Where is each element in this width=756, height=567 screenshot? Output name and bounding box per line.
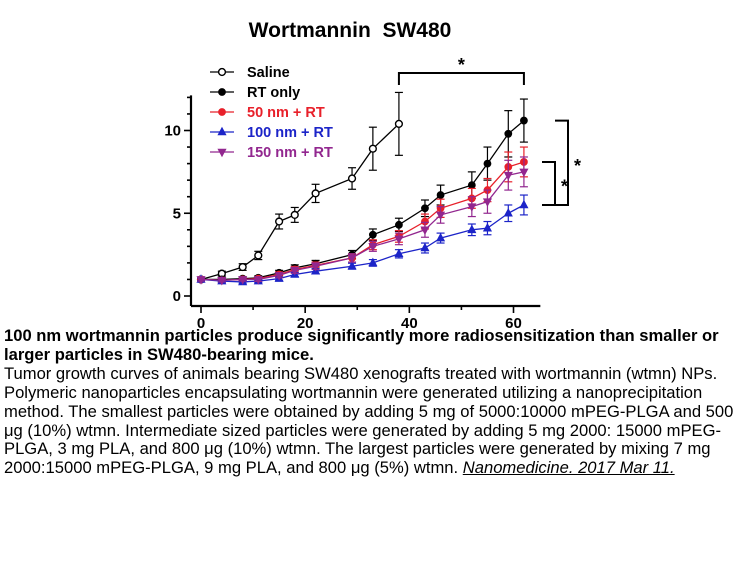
y-tick-label: 5 [173,205,181,222]
data-point-150-nm-rt [436,211,446,221]
caption-citation-link[interactable]: Nanomedicine. 2017 Mar 11. [462,458,675,478]
data-point-150-nm-rt [394,235,404,245]
data-point-150-nm-rt [420,226,430,236]
legend-label: 50 nm + RT [247,105,325,121]
legend-marker [218,108,226,116]
series-line-saline [200,123,400,281]
series-line-100-nm-rt [200,204,525,283]
data-point-150-nm-rt [347,254,357,264]
data-point-150-nm-rt [368,243,378,252]
data-point-saline [238,262,247,272]
data-point-rt-only [467,181,476,190]
series-line-rt-only [201,120,525,281]
data-point-100-nm-rt [420,242,430,252]
data-point-150-nm-rt [196,276,206,285]
data-point-150-nm-rt [519,168,529,178]
x-tick-label: 0 [197,315,205,332]
data-point-rt-only [368,230,377,239]
data-point-100-nm-rt [436,232,446,242]
x-tick-label: 40 [401,315,418,332]
caption-body: Tumor growth curves of animals bearing S… [4,363,734,478]
data-point-150-nm-rt [467,203,477,212]
legend-marker [218,88,226,96]
legend-label: Saline [247,65,290,81]
data-point-150-nm-rt [482,198,493,207]
caption-heading: 100 nm wortmannin particles produce sign… [4,326,719,364]
significance-star: * [574,156,581,176]
data-point-rt-only [520,116,528,125]
chart-title: Wortmannin SW480 [249,19,452,42]
data-point-150-nm-rt [274,272,284,281]
data-point-saline [368,144,377,153]
data-point-150-nm-rt [238,276,248,285]
data-point-100-nm-rt [394,248,404,258]
data-point-100-nm-rt [347,260,357,270]
series-line-150-nm-rt [200,171,525,281]
figure-caption: 100 nm wortmannin particles produce sign… [4,326,752,478]
data-point-rt-only [483,159,492,168]
data-point-100-nm-rt [519,199,529,209]
legend-marker [217,67,227,77]
data-point-saline [290,210,299,220]
data-point-100-nm-rt [368,257,378,267]
significance-star: * [458,55,465,75]
legend-label: 100 nm + RT [247,125,333,141]
legend-label: RT only [247,85,300,101]
data-point-100-nm-rt [467,224,477,234]
data-point-150-nm-rt [503,171,513,181]
legend: Saline RT only 50 nm + RT 100 nm + RT 150 nm… [210,65,333,161]
data-point-saline [254,251,263,260]
data-point-100-nm-rt [503,208,513,217]
data-point-150-nm-rt [311,262,321,272]
data-point-100-nm-rt [482,222,493,232]
significance-bracket-top [397,72,525,85]
data-point-150-nm-rt [253,276,263,285]
x-tick-label: 20 [297,315,314,332]
data-point-rt-only [395,220,403,229]
legend-label: 150 nm + RT [247,145,333,161]
legend-marker [217,126,227,136]
data-point-saline [394,119,404,128]
data-point-saline [275,217,284,226]
significance-bracket-right [555,119,569,206]
data-point-rt-only [436,191,445,199]
y-tick-label: 10 [164,123,181,140]
significance-bracket-right [542,160,556,206]
data-point-saline [311,189,320,198]
data-point-rt-only [504,129,513,138]
data-point-150-nm-rt [217,276,227,286]
x-tick-label: 60 [505,315,522,332]
data-point-saline [347,174,357,183]
data-point-rt-only [421,204,429,213]
y-tick-label: 0 [173,288,181,305]
tumor-growth-chart: Wortmannin SW480 0 5 10 0 20 40 60 * * * Saline RT… [164,19,581,332]
legend-marker [217,148,227,158]
data-point-150-nm-rt [290,267,300,276]
significance-star: * [561,176,568,196]
